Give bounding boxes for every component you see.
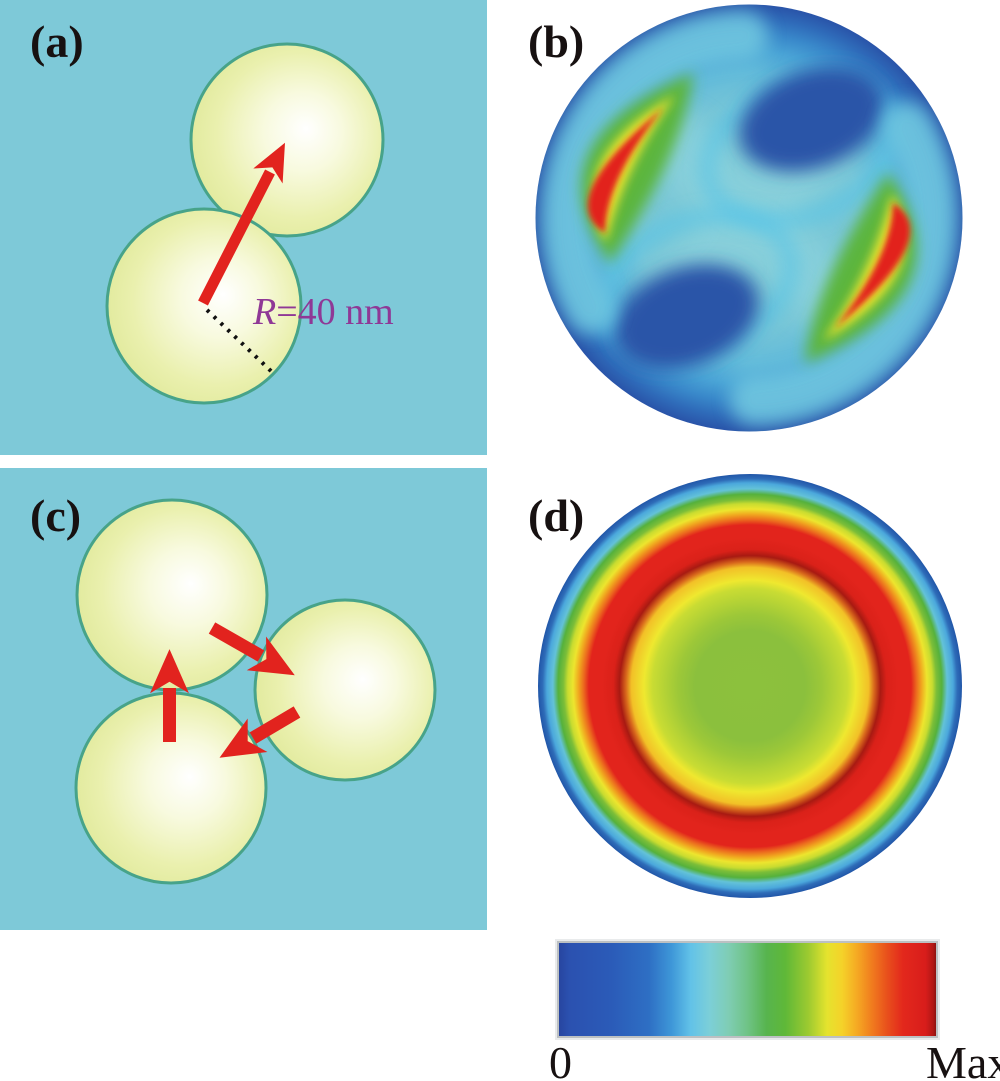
radius-value: =40 nm	[276, 291, 394, 333]
mode-profile-quadrupole	[535, 4, 963, 432]
mode-profile-ring	[538, 474, 962, 898]
nanosphere-upper	[189, 42, 385, 238]
polarization-arrow-icon	[198, 142, 285, 306]
panel-b: (b)	[528, 4, 963, 432]
radius-annotation: R=40 nm	[252, 291, 394, 333]
nanosphere-right	[253, 598, 437, 782]
panel-c-label: (c)	[30, 490, 81, 541]
panel-d: (d)	[528, 474, 962, 898]
panel-b-label: (b)	[528, 16, 584, 67]
dipole-arrow-down-right-icon	[208, 622, 295, 676]
colorbar-gradient	[557, 941, 938, 1038]
panel-d-label: (d)	[528, 490, 584, 541]
nanosphere-top-left	[75, 498, 269, 692]
colorbar-max-label: Max	[926, 1037, 1000, 1081]
colorbar-min-label: 0	[549, 1037, 572, 1081]
panel-c: (c)	[0, 468, 487, 930]
colorbar: 0 Max	[549, 939, 1000, 1081]
radius-symbol: R	[252, 291, 276, 333]
nanosphere-lower	[105, 207, 303, 405]
panel-a-label: (a)	[30, 16, 84, 67]
panel-a: R=40 nm (a)	[0, 0, 487, 455]
dipole-arrow-down-left-icon	[219, 706, 301, 758]
